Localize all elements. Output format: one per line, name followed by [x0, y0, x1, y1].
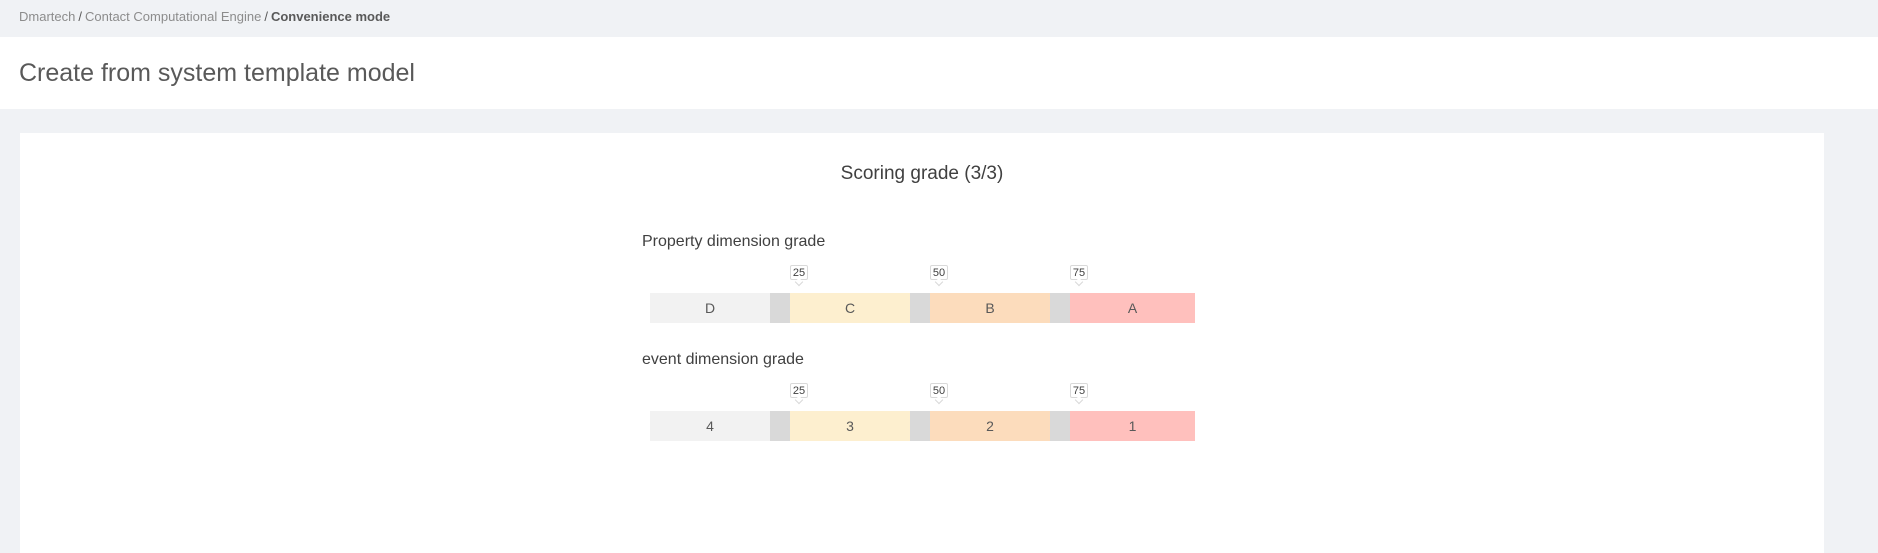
- threshold-handle-2[interactable]: [910, 411, 930, 441]
- breadcrumb-item-contact-computational-engine[interactable]: Contact Computational Engine: [84, 9, 262, 24]
- grade-segment: A: [1070, 293, 1195, 323]
- page-header: Create from system template model: [0, 37, 1878, 109]
- threshold-handle-3[interactable]: [1050, 293, 1070, 323]
- property-grade-bar: D C B A: [650, 293, 1195, 323]
- threshold-marker-1[interactable]: 25: [790, 265, 808, 280]
- breadcrumb-current: Convenience mode: [270, 9, 391, 24]
- grade-segment: 4: [650, 411, 770, 441]
- grade-segment: 2: [930, 411, 1050, 441]
- threshold-marker-3[interactable]: 75: [1070, 383, 1088, 398]
- grade-segment: 1: [1070, 411, 1195, 441]
- content-card: Scoring grade (3/3) Property dimension g…: [20, 133, 1824, 553]
- breadcrumb: Dmartech / Contact Computational Engine / Co…: [19, 9, 390, 24]
- threshold-handle-1[interactable]: [770, 411, 790, 441]
- threshold-marker-2[interactable]: 50: [930, 383, 948, 398]
- event-grade-bar: 4 3 2 1: [650, 411, 1195, 441]
- page-title: Create from system template model: [19, 59, 415, 87]
- property-grade-label: Property dimension grade: [642, 233, 826, 250]
- grade-segment: 3: [790, 411, 910, 441]
- grade-segment: C: [790, 293, 910, 323]
- threshold-marker-2[interactable]: 50: [930, 265, 948, 280]
- threshold-marker-1[interactable]: 25: [790, 383, 808, 398]
- step-title: Scoring grade (3/3): [840, 163, 1004, 184]
- breadcrumb-separator: /: [264, 9, 268, 24]
- grade-segment: B: [930, 293, 1050, 323]
- threshold-handle-3[interactable]: [1050, 411, 1070, 441]
- threshold-handle-1[interactable]: [770, 293, 790, 323]
- threshold-marker-3[interactable]: 75: [1070, 265, 1088, 280]
- breadcrumb-separator: /: [78, 9, 82, 24]
- threshold-handle-2[interactable]: [910, 293, 930, 323]
- event-grade-label: event dimension grade: [642, 351, 804, 368]
- grade-segment: D: [650, 293, 770, 323]
- breadcrumb-item-dmartech[interactable]: Dmartech: [19, 9, 76, 24]
